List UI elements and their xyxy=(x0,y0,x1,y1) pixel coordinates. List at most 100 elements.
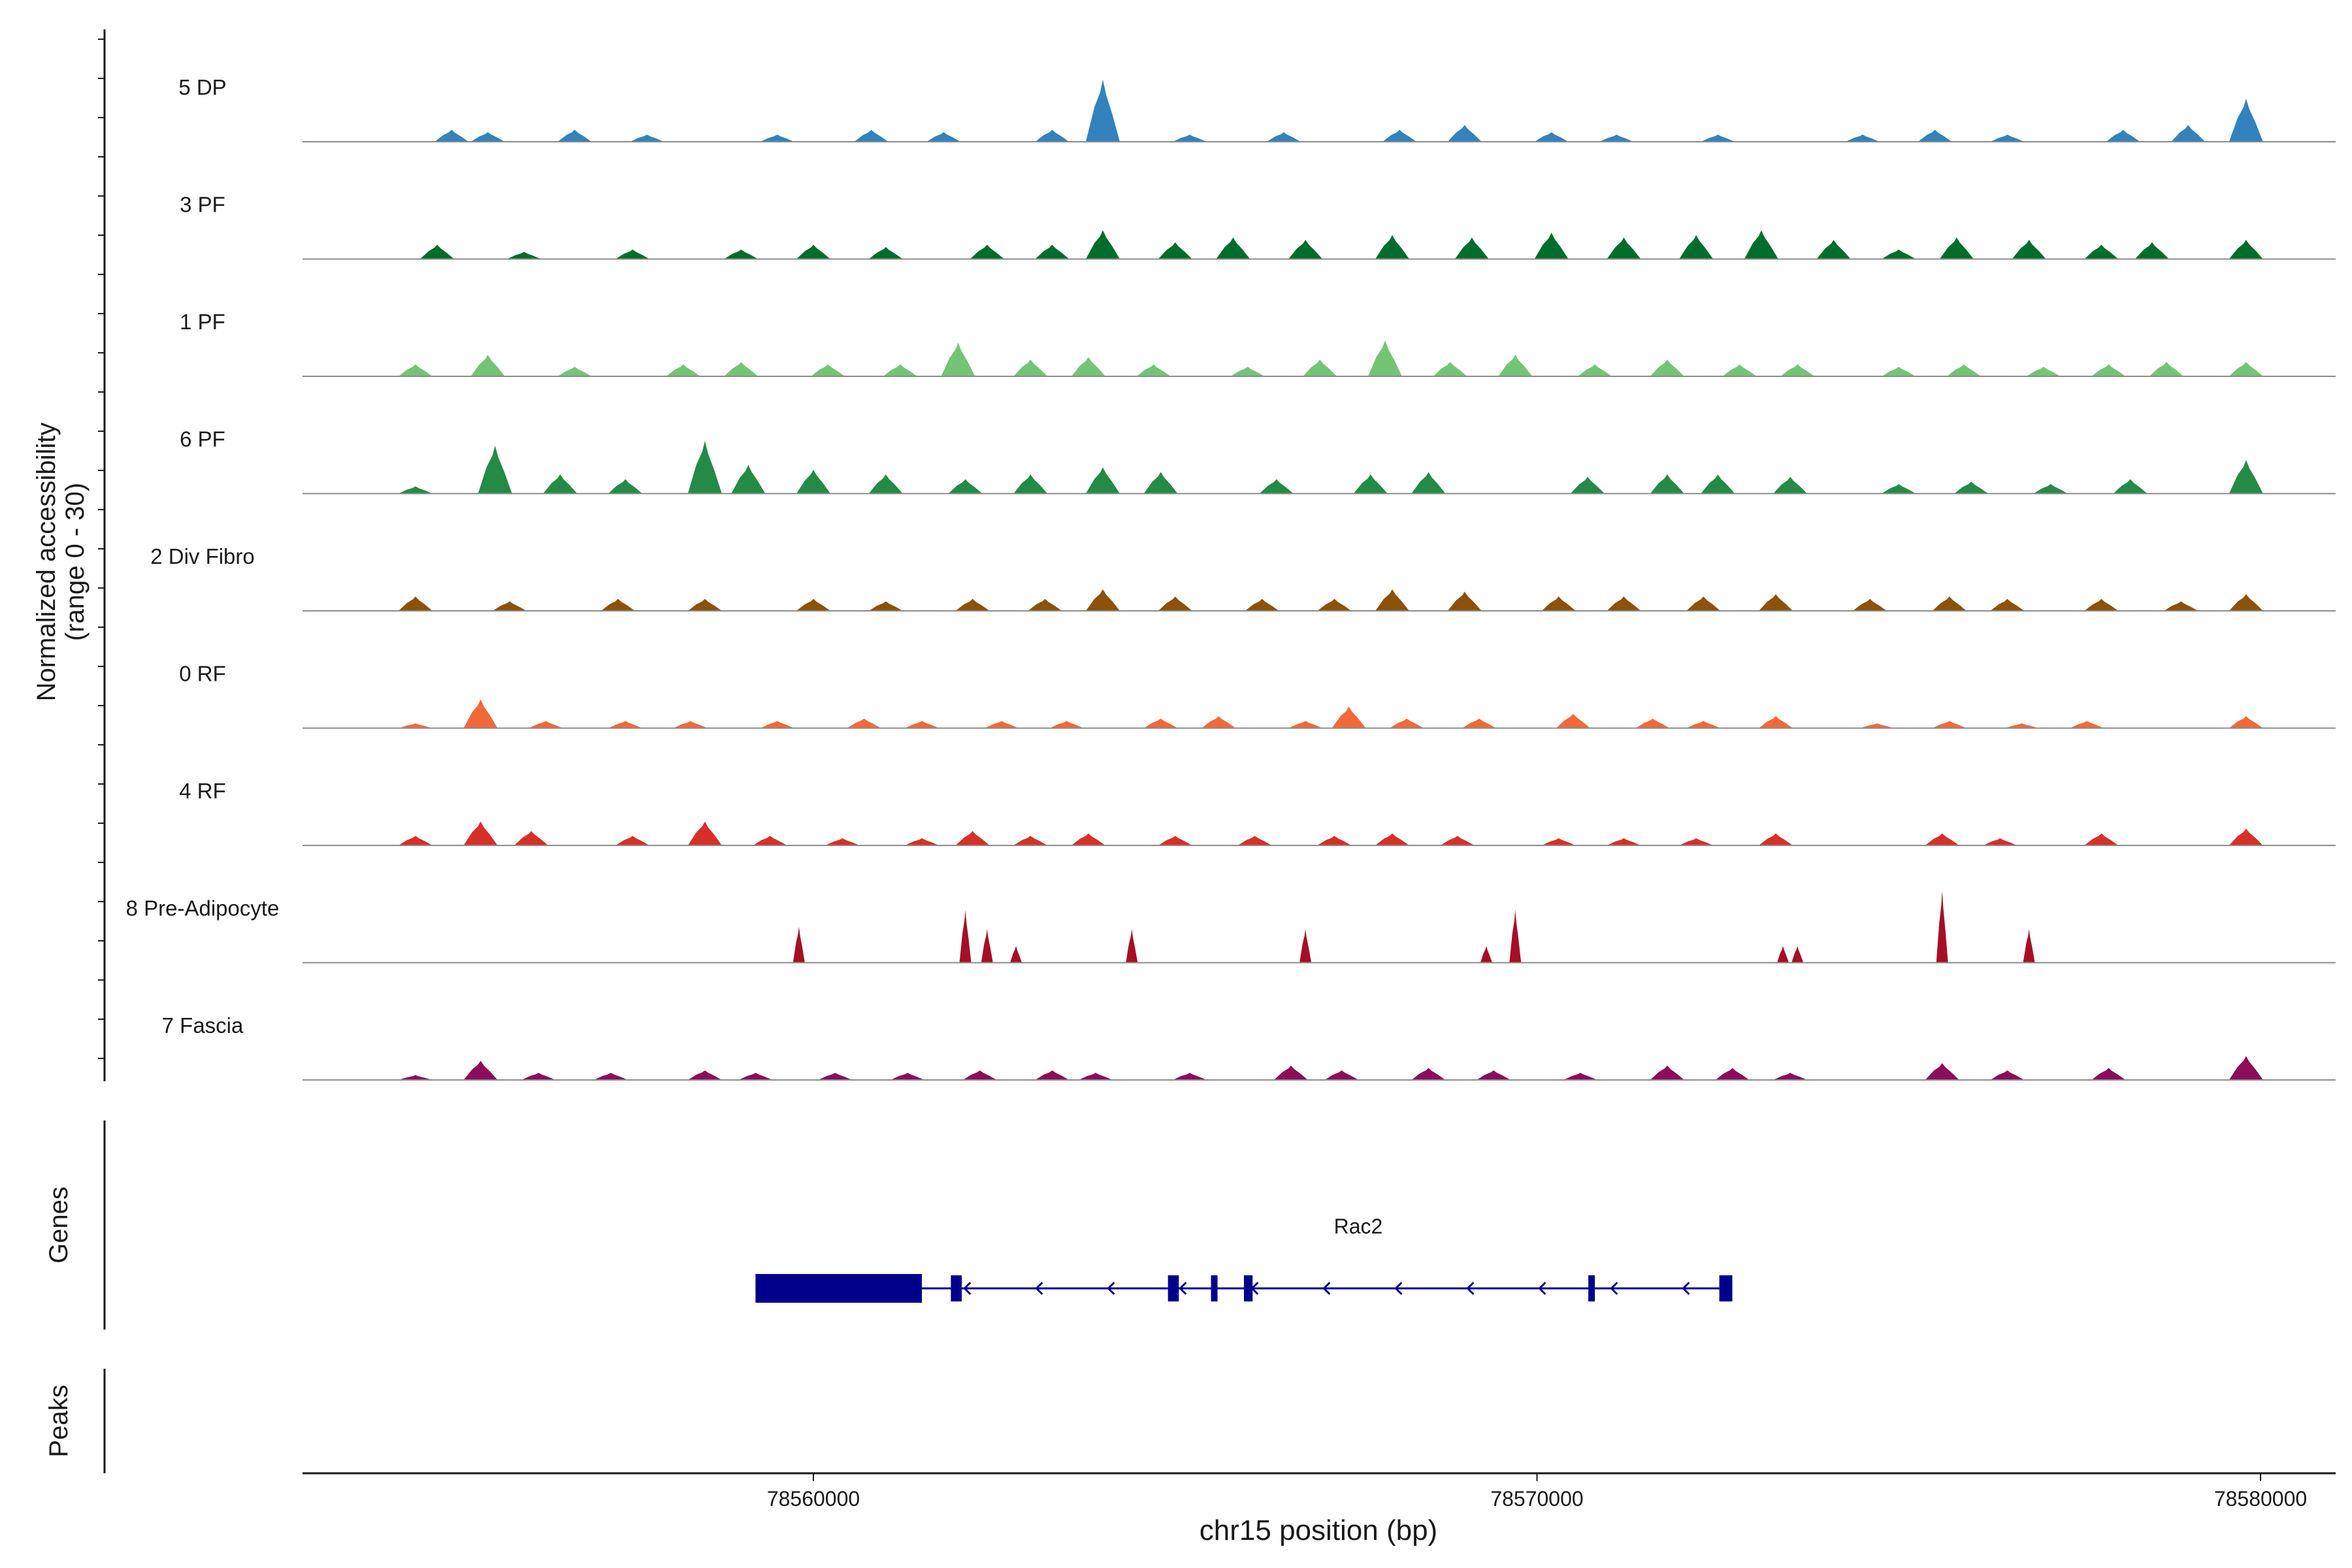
track-label: 8 Pre-Adipocyte xyxy=(126,896,280,921)
coverage-peak xyxy=(2229,716,2263,728)
coverage-peak xyxy=(1498,355,1533,376)
coverage-peak xyxy=(959,909,972,963)
coverage-peak xyxy=(398,596,433,611)
coverage-peak xyxy=(883,364,917,376)
coverage-peak xyxy=(514,831,549,845)
coverage-peak xyxy=(1607,237,1641,259)
coverage-peak xyxy=(1715,1068,1750,1080)
coverage-peak xyxy=(1882,249,1916,259)
coverage-peak xyxy=(1071,833,1105,845)
track-2-div-fibro: 2 Div Fibro xyxy=(150,544,2336,612)
coverage-peak xyxy=(1273,1066,1308,1080)
coverage-peak xyxy=(1480,945,1492,963)
strand-arrow xyxy=(1394,1281,1403,1296)
coverage-peak xyxy=(1143,718,1178,728)
coverage-peak xyxy=(1758,594,1793,611)
coverage-peak xyxy=(1317,598,1352,611)
coverage-peak xyxy=(1650,474,1684,494)
coverage-peak xyxy=(1078,1073,1113,1080)
coverage-peak xyxy=(529,721,563,728)
coverage-peak xyxy=(1722,364,1757,376)
coverage-peak xyxy=(2106,129,2140,142)
coverage-peak xyxy=(687,821,722,845)
coverage-peak xyxy=(1375,833,1409,845)
coverage-peak xyxy=(398,723,433,728)
coverage-peak xyxy=(463,699,498,728)
coverage-peak xyxy=(2091,1068,2126,1080)
coverage-peak xyxy=(1773,1073,1808,1080)
coverage-peak xyxy=(463,821,498,845)
coverage-peak xyxy=(1447,591,1482,611)
coverage-peak xyxy=(941,342,975,376)
coverage-peak xyxy=(1440,836,1475,845)
coverage-peak xyxy=(1701,135,1735,142)
coverage-peak xyxy=(420,244,455,259)
track-4-rf: 4 RF xyxy=(179,779,2336,846)
coverage-peak xyxy=(1773,476,1808,494)
strand-arrow xyxy=(1322,1281,1331,1296)
coverage-peak xyxy=(1679,235,1714,259)
peaks-panel-label: Peaks xyxy=(44,1384,73,1457)
strand-arrow xyxy=(1538,1281,1546,1296)
gene-exon xyxy=(1243,1275,1253,1301)
coverage-peak xyxy=(926,132,961,142)
coverage-peak xyxy=(2229,460,2263,494)
gene-exon xyxy=(755,1274,923,1303)
coverage-peak xyxy=(2134,242,2169,259)
coverage-peak xyxy=(2084,244,2119,259)
coverage-peak xyxy=(1172,135,1207,142)
coverage-peak xyxy=(1411,1068,1446,1080)
coverage-peak xyxy=(955,598,990,611)
coverage-peak xyxy=(687,1070,722,1080)
coverage-peak xyxy=(970,244,1004,259)
coverage-peak xyxy=(521,1073,556,1080)
coverage-peak xyxy=(1433,362,1467,376)
coverage-peak xyxy=(1556,713,1590,728)
coverage-peak xyxy=(1816,240,1851,259)
coverage-peak xyxy=(981,929,993,963)
coverage-peak xyxy=(543,474,578,494)
gene-exon xyxy=(951,1275,962,1301)
coverage-peak xyxy=(1158,596,1192,611)
coverage-peak xyxy=(1791,945,1804,963)
track-6-pf: 6 PF xyxy=(180,427,2336,495)
track-label: 2 Div Fibro xyxy=(150,544,255,568)
track-label: 6 PF xyxy=(180,427,225,451)
coverage-peak xyxy=(962,1070,997,1080)
coverage-peak xyxy=(1086,467,1120,494)
coverage-peak xyxy=(1216,237,1250,259)
x-tick-label: 78570000 xyxy=(1490,1487,1583,1511)
x-tick-label: 78560000 xyxy=(767,1487,860,1511)
coverage-peak xyxy=(1983,838,2017,845)
coverage-peak xyxy=(1939,237,1974,259)
coverage-peak xyxy=(1158,242,1192,259)
coverage-peak xyxy=(1860,723,1895,728)
coverage-peak xyxy=(1686,721,1721,728)
coverage-peak xyxy=(2023,929,2035,963)
coverage-peak xyxy=(1136,364,1171,376)
coverage-peak xyxy=(2004,723,2039,728)
coverage-peak xyxy=(811,364,845,376)
coverage-peak xyxy=(1201,716,1236,728)
coverage-peak xyxy=(1744,230,1778,259)
track-5-dp: 5 DP xyxy=(178,75,2336,142)
coverage-peak xyxy=(796,598,830,611)
coverage-peak xyxy=(1635,718,1670,728)
coverage-peak xyxy=(1035,129,1070,142)
coverage-peak xyxy=(2084,598,2119,611)
coverage-peak xyxy=(615,249,650,259)
coverage-peak xyxy=(984,721,1019,728)
coverage-peak xyxy=(1230,367,1265,376)
coverage-peak xyxy=(1158,836,1192,845)
coverage-peak xyxy=(434,129,469,142)
track-label: 7 Fascia xyxy=(162,1013,244,1037)
coverage-peak xyxy=(1375,589,1409,611)
coverage-peak xyxy=(1777,945,1789,963)
coverage-peak xyxy=(2229,99,2263,142)
coverage-peak xyxy=(2113,479,2148,494)
coverage-peak xyxy=(1367,340,1402,376)
coverage-peak xyxy=(1010,945,1022,963)
coverage-peak xyxy=(854,129,889,142)
coverage-peak xyxy=(557,129,592,142)
gene-model: Rac2 xyxy=(755,1215,1733,1303)
